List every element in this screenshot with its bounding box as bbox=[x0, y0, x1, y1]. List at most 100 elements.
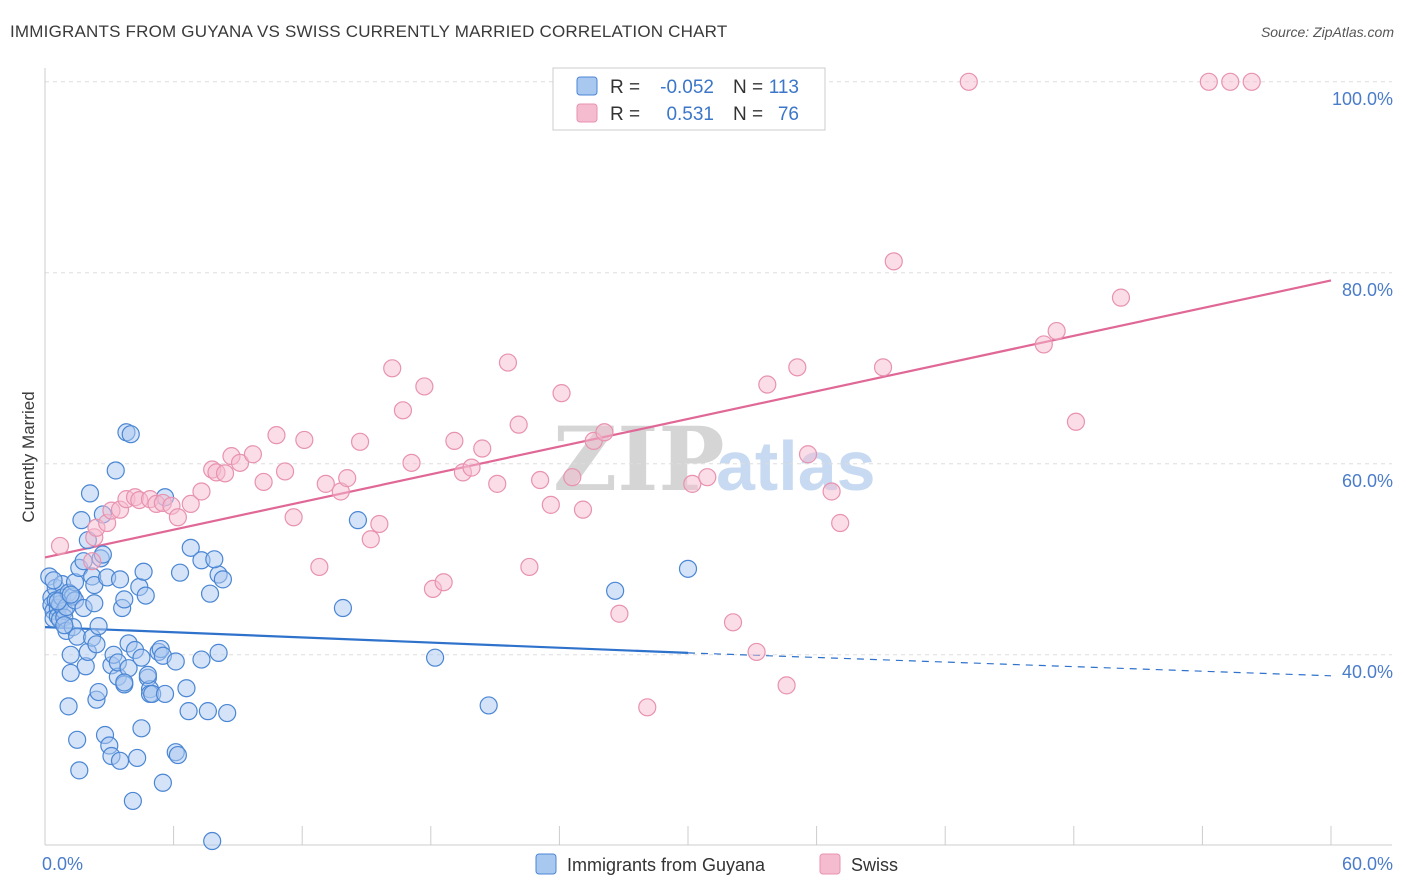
swiss-point bbox=[873, 358, 893, 377]
swiss-point bbox=[747, 642, 766, 662]
guyana-point bbox=[121, 425, 140, 444]
guyana-point bbox=[110, 751, 130, 770]
legend-r-value-swiss: 0.531 bbox=[666, 104, 714, 125]
correlation-legend: R = -0.052 N = 113 R = 0.531 N = 76 bbox=[552, 67, 826, 131]
watermark: ZIP atlas bbox=[553, 407, 876, 511]
legend-n-value-swiss: 76 bbox=[778, 104, 799, 125]
guyana-point bbox=[61, 663, 80, 683]
guyana-point bbox=[218, 703, 237, 723]
bottom-legend-label-swiss: Swiss bbox=[851, 855, 898, 875]
swiss-point bbox=[683, 474, 702, 493]
guyana-point bbox=[106, 461, 125, 480]
swiss-point bbox=[284, 508, 303, 527]
swiss-point bbox=[415, 377, 434, 396]
guyana-point bbox=[205, 550, 224, 569]
swiss-point bbox=[1111, 288, 1131, 307]
guyana-point bbox=[80, 484, 100, 503]
swiss-point bbox=[370, 514, 389, 534]
guyana-point bbox=[192, 650, 211, 669]
swiss-point bbox=[361, 530, 380, 549]
guyana-point bbox=[213, 570, 232, 589]
swiss-trend-line bbox=[44, 279, 1332, 559]
guyana-point bbox=[132, 648, 151, 667]
guyana-point bbox=[89, 682, 108, 702]
guyana-point bbox=[68, 730, 87, 749]
guyana-point bbox=[87, 635, 106, 654]
swiss-point bbox=[610, 604, 629, 623]
legend-r-value-guyana: -0.052 bbox=[660, 77, 714, 98]
y-tick-label-40: 40.0% bbox=[1342, 662, 1393, 682]
axes bbox=[44, 68, 1392, 846]
swiss-point bbox=[723, 613, 743, 632]
guyana-point bbox=[179, 702, 198, 721]
guyana-point bbox=[61, 645, 80, 664]
swiss-point bbox=[573, 500, 593, 519]
swiss-point bbox=[822, 482, 841, 501]
swiss-point bbox=[758, 375, 777, 394]
guyana-point bbox=[134, 562, 153, 581]
guyana-point bbox=[115, 590, 134, 609]
swiss-point bbox=[1047, 321, 1066, 341]
y-tick-label-60: 60.0% bbox=[1342, 471, 1393, 491]
grid-lines bbox=[45, 81, 1392, 656]
swiss-point bbox=[520, 557, 539, 577]
guyana-point bbox=[59, 697, 78, 716]
guyana-point bbox=[61, 585, 80, 604]
swiss-point bbox=[50, 536, 70, 556]
guyana-point bbox=[348, 511, 368, 530]
swiss-point bbox=[1066, 412, 1086, 431]
legend-n-value-guyana: 113 bbox=[769, 77, 799, 98]
guyana-point bbox=[678, 559, 698, 578]
y-tick-label-100: 100.0% bbox=[1332, 89, 1393, 109]
swiss-point bbox=[1221, 72, 1240, 91]
guyana-point bbox=[479, 696, 498, 715]
x-tick-labels: 0.0% 60.0% bbox=[42, 854, 1393, 874]
guyana-point bbox=[123, 791, 142, 811]
swiss-point bbox=[563, 468, 582, 487]
swiss-point bbox=[552, 384, 571, 403]
swiss-point bbox=[295, 430, 314, 450]
swiss-point bbox=[788, 358, 807, 377]
guyana-point bbox=[425, 648, 445, 667]
guyana-point bbox=[168, 745, 187, 765]
guyana-point bbox=[85, 594, 104, 613]
swiss-point bbox=[531, 470, 550, 490]
swiss-point bbox=[1034, 335, 1053, 354]
swiss-point bbox=[215, 464, 235, 483]
swiss-point bbox=[350, 432, 370, 451]
guyana-point bbox=[203, 831, 222, 851]
swiss-point bbox=[777, 676, 796, 695]
guyana-point bbox=[166, 652, 185, 671]
guyana-point bbox=[606, 581, 625, 600]
swiss-point bbox=[254, 472, 273, 492]
guyana-point bbox=[153, 773, 172, 792]
legend-n-label-guyana: N = bbox=[733, 77, 763, 98]
y-tick-label-80: 80.0% bbox=[1342, 280, 1393, 300]
swiss-point bbox=[595, 423, 614, 442]
swiss-point bbox=[275, 462, 295, 481]
swiss-point bbox=[434, 573, 453, 592]
swiss-point bbox=[192, 482, 211, 501]
swiss-point bbox=[83, 552, 102, 571]
swiss-point bbox=[181, 494, 200, 514]
swiss-point bbox=[498, 353, 518, 372]
swiss-point bbox=[338, 469, 357, 488]
x-tick-label-60: 60.0% bbox=[1342, 854, 1393, 874]
y-tick-labels: 40.0% 60.0% 80.0% 100.0% bbox=[1332, 89, 1393, 682]
swiss-point bbox=[316, 474, 335, 493]
swiss-point bbox=[445, 431, 464, 450]
guyana-point bbox=[333, 598, 353, 618]
watermark-atlas: atlas bbox=[716, 427, 876, 505]
guyana-point bbox=[115, 673, 134, 692]
swiss-point bbox=[462, 458, 481, 477]
swiss-point bbox=[884, 252, 903, 271]
bottom-legend-swatch-swiss bbox=[819, 853, 841, 875]
bottom-legend-label-guyana: Immigrants from Guyana bbox=[567, 855, 766, 875]
guyana-point bbox=[72, 511, 91, 530]
series-swiss bbox=[50, 72, 1261, 717]
swiss-point bbox=[541, 495, 560, 514]
guyana-point bbox=[198, 702, 217, 721]
swiss-point bbox=[1242, 72, 1261, 91]
legend-swatch-swiss bbox=[576, 103, 598, 123]
